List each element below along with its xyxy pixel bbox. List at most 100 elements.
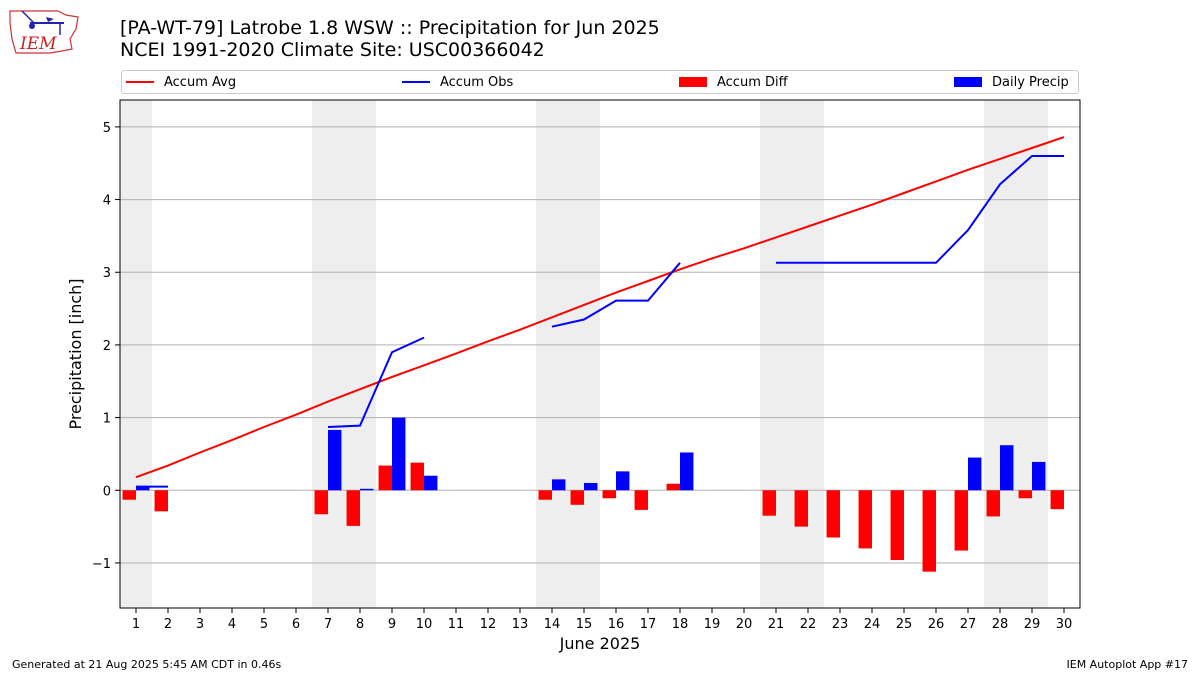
accum-diff-bar [762,490,776,516]
daily-precip-bar [392,417,406,491]
legend-item-accum-obs: Accum Obs [402,71,513,93]
legend-label-accum-avg: Accum Avg [164,74,237,90]
daily-precip-bar [1000,445,1014,491]
x-tick-label: 22 [800,617,817,632]
accum-diff-bar [570,490,584,505]
x-tick-label: 6 [292,617,300,632]
x-axis-label: June 2025 [559,634,641,653]
legend-label-accum-diff: Accum Diff [717,74,788,90]
x-tick-label: 11 [448,617,465,632]
legend-label-daily-precip: Daily Precip [992,74,1069,90]
y-tick-label: 3 [103,266,111,281]
y-tick-label: 1 [103,412,111,427]
x-tick-label: 10 [416,617,433,632]
legend-item-daily-precip: Daily Precip [954,71,1069,93]
x-tick-label: 9 [388,617,396,632]
accum-diff-bar [794,490,808,527]
x-tick-label: 30 [1056,617,1073,632]
daily-precip-bar [360,488,374,491]
x-tick-label: 26 [928,617,945,632]
accum-diff-bar [954,490,968,551]
x-tick-label: 7 [324,617,332,632]
x-tick-label: 23 [832,617,849,632]
accum-diff-bar [1050,490,1064,510]
plot-frame [119,99,1081,609]
x-tick-label: 12 [480,617,497,632]
daily-precip-bar [584,482,598,491]
daily-precip-bar [328,429,342,491]
accum-diff-bar [890,490,904,561]
weekend-band [792,100,824,608]
weekend-band [984,100,1016,608]
legend-swatch-accum-avg [126,81,154,83]
daily-precip-bar [424,475,438,491]
accum-diff-bar [346,490,360,526]
weekend-band [344,100,376,608]
daily-precip-bar [136,486,150,491]
x-tick-label: 14 [544,617,561,632]
accum-diff-bar [314,490,328,515]
legend-swatch-accum-diff [679,77,707,87]
x-tick-label: 27 [960,617,977,632]
x-tick-label: 2 [164,617,172,632]
daily-precip-bar [680,452,694,491]
x-tick-label: 25 [896,617,913,632]
x-tick-label: 28 [992,617,1009,632]
weekend-band [536,100,568,608]
daily-precip-bar [552,479,566,491]
y-axis-label: Precipitation [inch] [66,278,85,429]
legend-swatch-daily-precip [954,77,982,87]
accum-diff-bar [122,490,136,500]
accum-obs-line [776,155,1064,264]
x-tick-label: 17 [640,617,657,632]
accum-diff-bar [826,490,840,538]
x-tick-label: 18 [672,617,689,632]
x-tick-label: 3 [196,617,204,632]
chart-legend: Accum Avg Accum Obs Accum Diff Daily Pre… [121,70,1079,94]
accum-diff-bar [378,465,392,491]
generated-timestamp: Generated at 21 Aug 2025 5:45 AM CDT in … [12,658,282,671]
x-tick-label: 4 [228,617,236,632]
accum-diff-bar [538,490,552,500]
weekend-band [120,100,152,608]
x-tick-label: 5 [260,617,268,632]
y-tick-label: 5 [103,121,111,136]
weekend-band [568,100,600,608]
weekend-band [312,100,344,608]
x-tick-label: 19 [704,617,721,632]
x-tick-label: 20 [736,617,753,632]
y-tick-label: 2 [103,339,111,354]
accum-diff-bar [666,483,680,491]
legend-item-accum-avg: Accum Avg [126,71,236,93]
x-tick-label: 16 [608,617,625,632]
daily-precip-bar [1032,461,1046,491]
accum-diff-bar [602,490,616,499]
x-tick-label: 13 [512,617,529,632]
accum-diff-bar [154,490,168,512]
accum-avg-line [135,136,1065,479]
x-tick-label: 29 [1024,617,1041,632]
chart-title: [PA-WT-79] Latrobe 1.8 WSW :: Precipitat… [120,17,660,39]
accum-obs-line [551,262,681,328]
accum-diff-bar [922,490,936,572]
y-tick-label: −1 [92,557,111,572]
y-tick-label: 4 [103,194,111,209]
x-tick-label: 24 [864,617,881,632]
accum-diff-bar [858,490,872,549]
weekend-band [760,100,792,608]
accum-diff-bar [634,490,648,510]
x-tick-label: 8 [356,617,364,632]
weekend-band [1016,100,1048,608]
accum-diff-bar [1018,490,1032,499]
daily-precip-bar [968,457,982,491]
x-tick-label: 15 [576,617,593,632]
x-tick-label: 21 [768,617,785,632]
legend-label-accum-obs: Accum Obs [440,74,514,90]
legend-item-accum-diff: Accum Diff [679,71,788,93]
legend-swatch-accum-obs [402,81,430,83]
iem-logo-graphic: IEM [9,10,79,54]
logo-text: IEM [19,34,57,54]
app-credit: IEM Autoplot App #17 [1066,658,1189,671]
x-tick-label: 1 [132,617,140,632]
